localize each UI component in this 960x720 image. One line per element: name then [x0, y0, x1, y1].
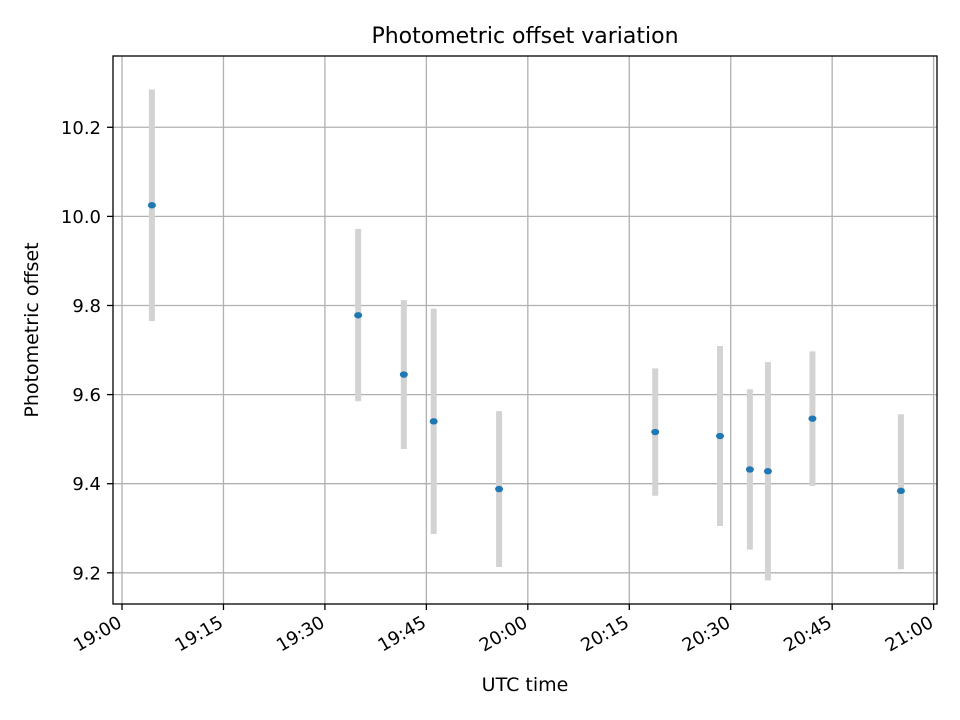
y-tick-label: 9.2	[72, 563, 101, 584]
y-tick-label: 9.4	[72, 474, 101, 495]
data-point	[716, 432, 725, 440]
data-point	[429, 418, 438, 425]
y-tick-label: 10.0	[61, 207, 101, 228]
data-point	[495, 485, 504, 493]
data-point	[354, 312, 363, 319]
chart-title: Photometric offset variation	[371, 24, 678, 49]
data-point	[651, 428, 660, 436]
x-axis-label: UTC time	[482, 674, 569, 696]
y-axis-ticks: 9.2 9.4 9.6 9.8 10.0 10.2	[61, 118, 113, 584]
y-axis-label: Photometric offset	[21, 242, 43, 417]
data-point	[763, 468, 772, 475]
data-point	[147, 202, 156, 209]
data-point	[745, 466, 754, 473]
plot-frame	[112, 55, 938, 605]
y-tick-label: 9.8	[72, 296, 101, 317]
y-tick-label: 9.6	[72, 385, 101, 406]
y-tick-label: 10.2	[61, 118, 101, 139]
data-point	[896, 487, 905, 495]
grid-lines	[113, 56, 937, 604]
data-point	[399, 371, 408, 378]
data-point	[808, 415, 817, 422]
data-points	[147, 202, 905, 495]
